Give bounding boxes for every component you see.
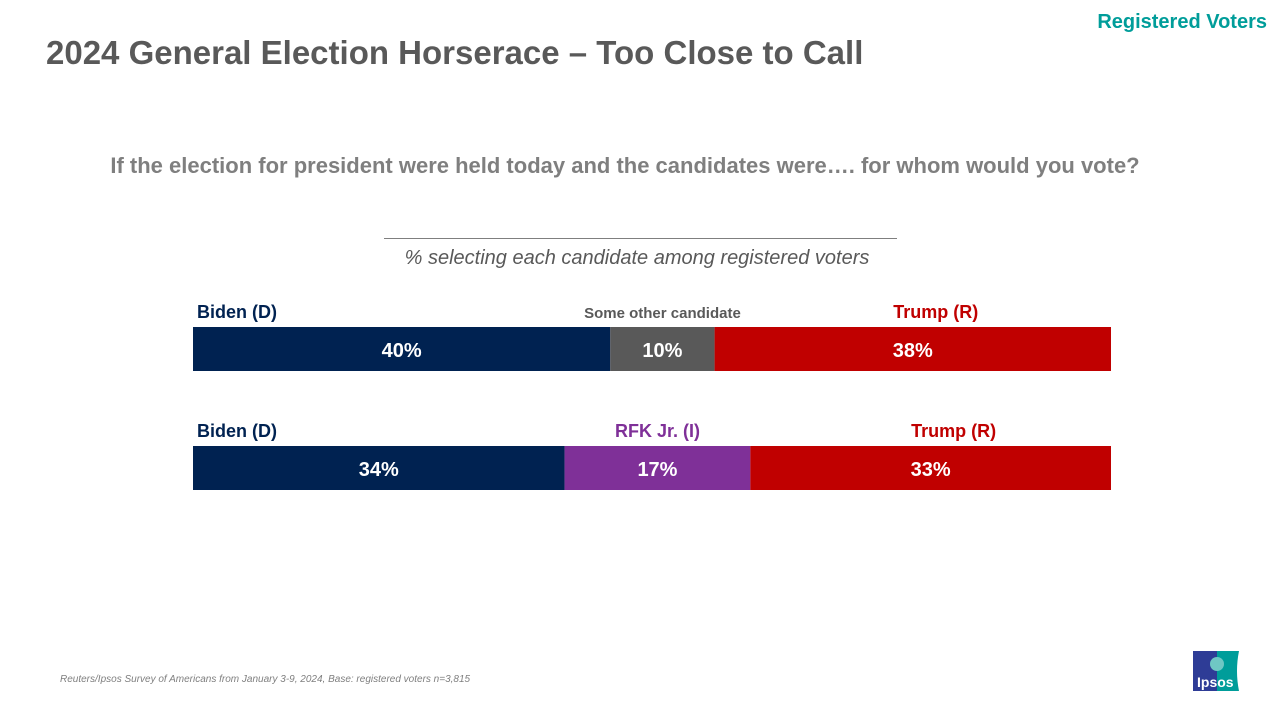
audience-tag: Registered Voters bbox=[1097, 11, 1267, 33]
page-title: 2024 General Election Horserace – Too Cl… bbox=[46, 34, 864, 71]
legend-label: Trump (R) bbox=[893, 302, 978, 322]
legend-label: Biden (D) bbox=[197, 421, 277, 441]
chart-subtitle: % selecting each candidate among registe… bbox=[404, 247, 870, 269]
data-label: 34% bbox=[359, 459, 399, 481]
bar-segment bbox=[193, 327, 611, 371]
bar-segment bbox=[193, 446, 565, 490]
bar-segment bbox=[610, 327, 715, 371]
legend-label: Biden (D) bbox=[197, 302, 277, 322]
bar-segment bbox=[714, 327, 1111, 371]
legend-label: Some other candidate bbox=[584, 305, 741, 322]
question-text: If the election for president were held … bbox=[110, 153, 1140, 178]
divider bbox=[384, 238, 897, 239]
ipsos-logo: Ipsos bbox=[1193, 651, 1239, 691]
legend-label: Trump (R) bbox=[911, 421, 996, 441]
data-label: 17% bbox=[637, 459, 677, 481]
svg-text:Ipsos: Ipsos bbox=[1197, 674, 1234, 690]
data-label: 38% bbox=[893, 340, 933, 362]
data-label: 10% bbox=[642, 340, 682, 362]
data-label: 40% bbox=[382, 340, 422, 362]
bar-segment bbox=[750, 446, 1111, 490]
data-label: 33% bbox=[911, 459, 951, 481]
legend-label: RFK Jr. (I) bbox=[615, 421, 700, 441]
bar-segment bbox=[564, 446, 751, 490]
footnote: Reuters/Ipsos Survey of Americans from J… bbox=[60, 674, 471, 685]
